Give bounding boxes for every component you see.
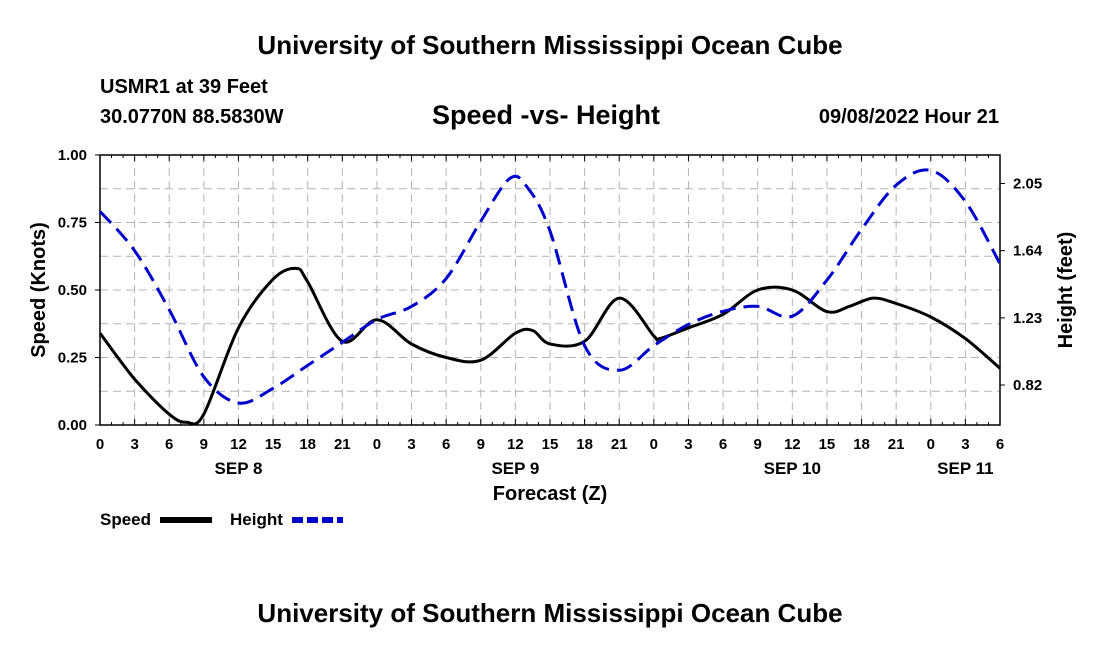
axis-ticks	[95, 154, 1005, 426]
series-line-speed	[98, 266, 1001, 426]
date-label: SEP 9	[491, 459, 539, 478]
x-tick-label: 15	[265, 436, 282, 453]
date-label: SEP 10	[764, 459, 821, 478]
x-tick-label: 9	[477, 436, 485, 453]
legend-label-height: Height	[230, 510, 283, 529]
x-tick-label: 0	[96, 436, 104, 453]
y-tick-label: 0.25	[58, 350, 87, 367]
x-tick-label: 9	[754, 436, 762, 453]
x-tick-label: 0	[927, 436, 935, 453]
y-tick-label: 0.75	[58, 215, 87, 232]
y2-tick-label: 0.82	[1013, 377, 1042, 394]
x-tick-label: 6	[165, 436, 173, 453]
date-label: SEP 11	[937, 459, 993, 478]
x-tick-label: 18	[853, 436, 870, 453]
x-tick-label: 0	[373, 436, 381, 453]
x-tick-label: 6	[996, 436, 1004, 453]
x-tick-label: 3	[130, 436, 138, 453]
y2-axis-title: Height (feet)	[1055, 232, 1077, 349]
x-tick-label: 12	[230, 436, 247, 453]
grid	[100, 155, 1000, 425]
x-tick-label: 6	[442, 436, 450, 453]
x-tick-label: 9	[200, 436, 208, 453]
date-label: SEP 8	[215, 459, 263, 478]
x-tick-label: 21	[888, 436, 905, 453]
page-title: University of Southern Mississippi Ocean…	[257, 30, 843, 60]
x-tick-label: 6	[719, 436, 727, 453]
station-coordinates: 30.0770N 88.5830W	[100, 106, 284, 128]
x-tick-label: 18	[576, 436, 593, 453]
x-tick-label: 21	[611, 436, 628, 453]
legend-label-speed: Speed	[100, 510, 151, 529]
x-tick-label: 3	[961, 436, 969, 453]
footer-title: University of Southern Mississippi Ocean…	[257, 598, 843, 628]
x-tick-label: 18	[299, 436, 316, 453]
x-axis-title: Forecast (Z)	[493, 483, 607, 505]
series-line-height	[98, 168, 1002, 405]
y-axis-title: Speed (Knots)	[28, 222, 50, 358]
x-tick-label: 21	[334, 436, 351, 453]
x-tick-label: 0	[650, 436, 658, 453]
series-lines	[98, 168, 1002, 426]
x-tick-label: 12	[507, 436, 524, 453]
y2-tick-label: 1.23	[1013, 310, 1042, 327]
station-name: USMR1 at 39 Feet	[100, 76, 268, 98]
x-tick-label: 12	[784, 436, 801, 453]
x-tick-label: 3	[407, 436, 415, 453]
axis-labels: 0 3 6 9 12 15 18 21 0 3 6 9 12 15 18 21 0 3 6 9 12 15 18 21 0 3 6 0…	[28, 147, 1077, 505]
x-tick-label: 15	[819, 436, 836, 453]
y2-tick-label: 1.64	[1013, 243, 1043, 260]
y-tick-label: 1.00	[58, 147, 87, 164]
x-tick-label: 3	[684, 436, 692, 453]
y-tick-label: 0.00	[58, 417, 87, 434]
forecast-datetime: 09/08/2022 Hour 21	[818, 106, 999, 128]
legend: Speed Height	[100, 510, 343, 529]
chart-title: Speed -vs- Height	[432, 100, 661, 130]
x-tick-label: 15	[542, 436, 559, 453]
y2-tick-label: 2.05	[1013, 176, 1042, 193]
y-tick-label: 0.50	[58, 282, 87, 299]
